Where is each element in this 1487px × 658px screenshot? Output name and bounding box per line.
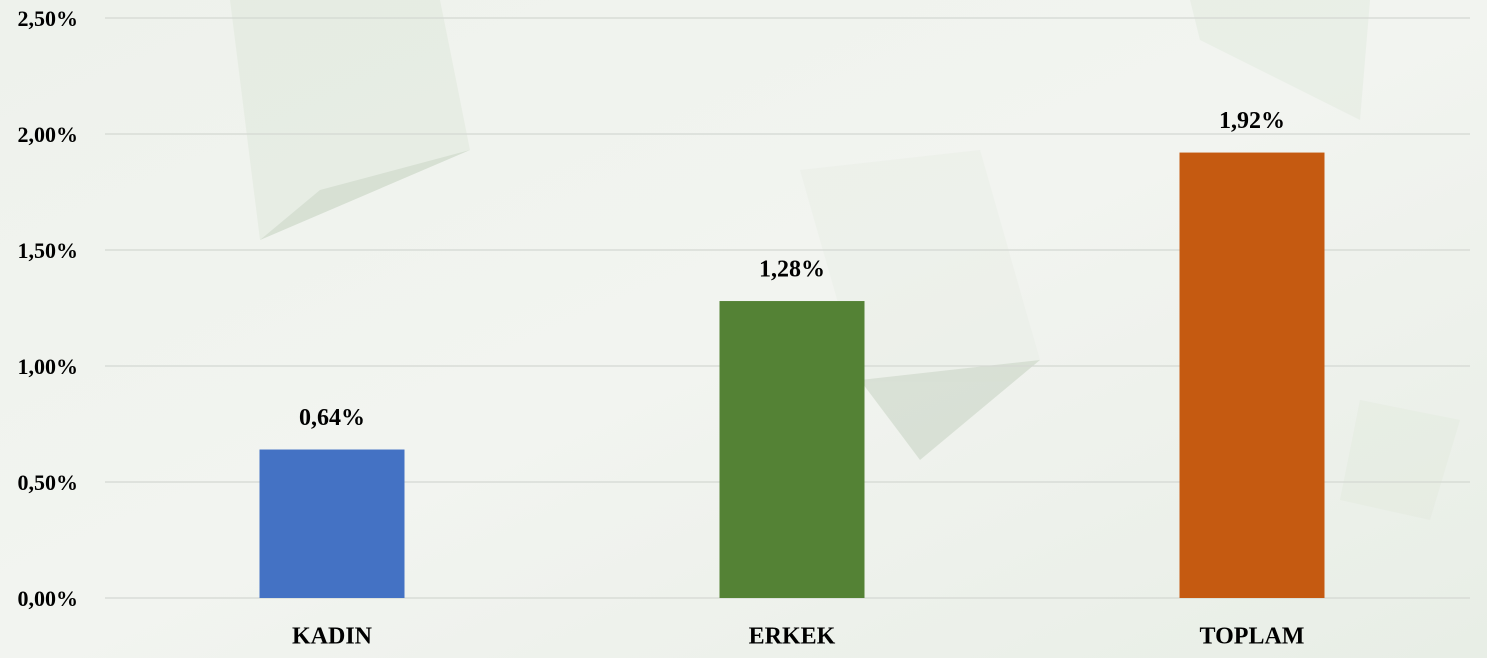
chart: 0,00% 0,50% 1,00% 1,50% 2,00% 2,50% 0,64% KADIN… — [0, 0, 1487, 658]
y-tick-label: 2,00% — [18, 122, 79, 147]
x-tick-label: TOPLAM — [1200, 624, 1305, 650]
y-tick-label: 2,50% — [18, 6, 79, 31]
value-label: 0,64% — [299, 405, 365, 431]
y-tick-label: 0,50% — [18, 470, 79, 495]
bar — [1180, 153, 1325, 598]
value-label: 1,28% — [759, 257, 825, 283]
y-tick-label: 1,50% — [18, 238, 79, 263]
value-label: 1,92% — [1219, 108, 1285, 134]
bar — [260, 450, 405, 598]
x-tick-label: ERKEK — [749, 624, 836, 650]
y-tick-label: 1,00% — [18, 354, 79, 379]
bar — [720, 301, 865, 598]
x-tick-label: KADIN — [292, 624, 373, 650]
y-tick-label: 0,00% — [18, 586, 79, 611]
page: 0,00% 0,50% 1,00% 1,50% 2,00% 2,50% 0,64% KADIN… — [0, 0, 1487, 658]
